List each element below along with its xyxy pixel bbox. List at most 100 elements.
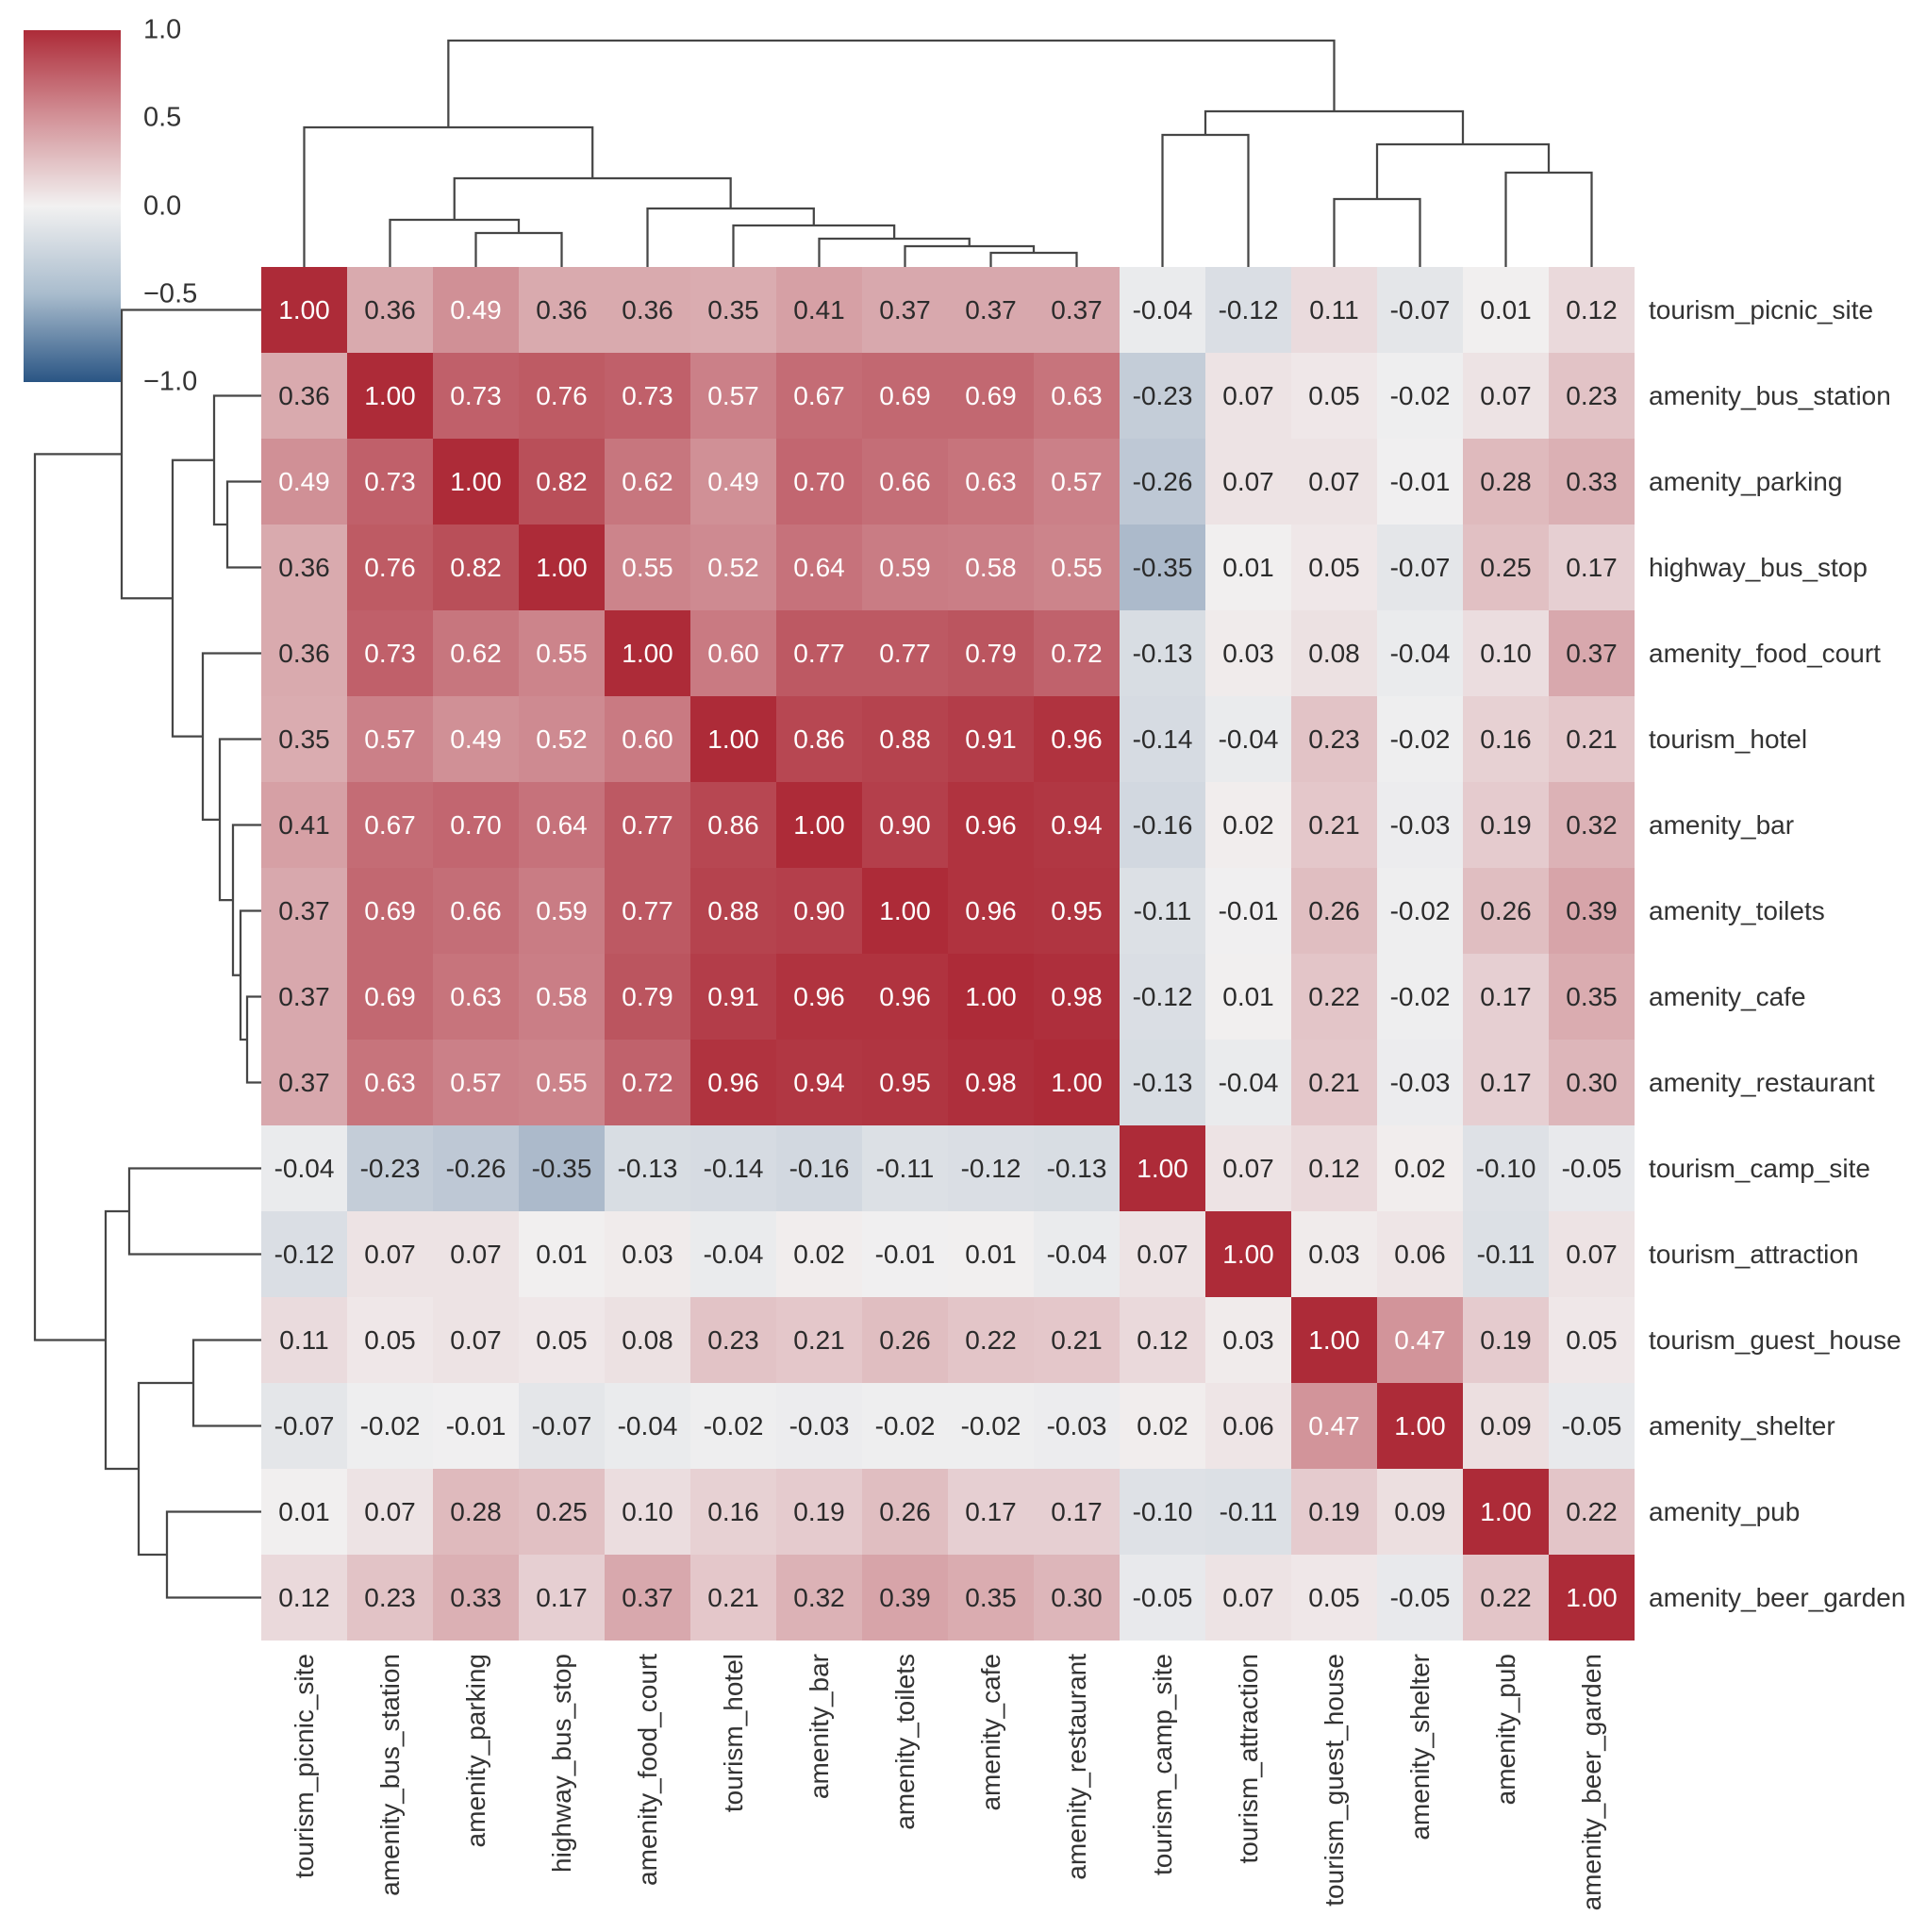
column-label: tourism_hotel (718, 1654, 748, 1813)
heatmap-cell: 0.17 (1034, 1469, 1120, 1555)
heatmap-cell: 0.91 (948, 696, 1034, 782)
heatmap-cell: -0.03 (1034, 1383, 1120, 1469)
heatmap-cell: 0.55 (605, 525, 690, 610)
dendrogram-link (120, 308, 261, 600)
heatmap-cell: 0.96 (862, 954, 948, 1040)
heatmap-cell: 0.09 (1377, 1469, 1463, 1555)
heatmap-cell: 0.57 (1034, 439, 1120, 525)
row-label: tourism_guest_house (1649, 1324, 1901, 1355)
heatmap-cell: 0.05 (1291, 1555, 1377, 1641)
heatmap-cell: 0.64 (776, 525, 862, 610)
heatmap-cell: 0.35 (1549, 954, 1635, 1040)
heatmap-cell: 0.07 (1205, 439, 1291, 525)
heatmap-cell: 0.37 (1549, 610, 1635, 696)
heatmap-cell: 0.07 (1205, 1125, 1291, 1211)
heatmap-cell: 0.07 (347, 1211, 433, 1297)
heatmap-cell: 0.23 (1549, 353, 1635, 439)
heatmap-cell: -0.35 (519, 1125, 605, 1211)
heatmap-cell: 0.49 (433, 696, 519, 782)
heatmap-cell: 0.01 (1463, 267, 1549, 353)
heatmap-cell: -0.14 (1120, 696, 1205, 782)
heatmap-cell: 1.00 (433, 439, 519, 525)
heatmap-cell: 0.26 (1291, 868, 1377, 954)
heatmap-cell: 0.55 (519, 610, 605, 696)
heatmap-cell: -0.07 (261, 1383, 347, 1469)
heatmap-cell: -0.01 (433, 1383, 519, 1469)
row-label: amenity_bus_station (1649, 380, 1891, 410)
heatmap-cell: 0.17 (1463, 1040, 1549, 1125)
heatmap-cell: -0.04 (261, 1125, 347, 1211)
heatmap-cell: 0.17 (948, 1469, 1034, 1555)
heatmap-cell: 0.12 (1291, 1125, 1377, 1211)
dendrogram-link (1204, 109, 1465, 144)
heatmap-cell: 0.05 (1291, 525, 1377, 610)
heatmap-cell: -0.04 (605, 1383, 690, 1469)
heatmap-cell: -0.04 (1034, 1211, 1120, 1297)
dendrogram-link (474, 231, 563, 267)
row-label: highway_bus_stop (1649, 552, 1868, 582)
heatmap-cell: 0.60 (605, 696, 690, 782)
heatmap-cell: 0.32 (776, 1555, 862, 1641)
heatmap-cell: -0.02 (1377, 696, 1463, 782)
heatmap-cell: -0.11 (1120, 868, 1205, 954)
column-label: tourism_picnic_site (289, 1654, 319, 1879)
heatmap-cell: 0.58 (519, 954, 605, 1040)
heatmap-cell: 0.21 (1291, 782, 1377, 868)
heatmap-cell: 0.02 (776, 1211, 862, 1297)
heatmap-cell: 0.58 (948, 525, 1034, 610)
colorbar-tick-label: 0.0 (143, 191, 182, 221)
heatmap-cell: 0.62 (605, 439, 690, 525)
heatmap-cell: -0.23 (347, 1125, 433, 1211)
heatmap-cell: -0.04 (1120, 267, 1205, 353)
heatmap-cell: 0.12 (1120, 1297, 1205, 1383)
heatmap-cell: 0.07 (1291, 439, 1377, 525)
heatmap-cell: 0.35 (261, 696, 347, 782)
heatmap-cell: 1.00 (1463, 1469, 1549, 1555)
heatmap-cell: 0.86 (776, 696, 862, 782)
heatmap-cell: 0.63 (948, 439, 1034, 525)
heatmap-cell: 0.95 (1034, 868, 1120, 954)
heatmap-cell: 1.00 (776, 782, 862, 868)
row-label: tourism_camp_site (1649, 1153, 1870, 1183)
heatmap-cell: 0.02 (1120, 1383, 1205, 1469)
heatmap-cell: 0.01 (261, 1469, 347, 1555)
heatmap-cell: 0.90 (776, 868, 862, 954)
heatmap-cell: 0.23 (690, 1297, 776, 1383)
heatmap-cell: -0.12 (261, 1211, 347, 1297)
heatmap-cell: 0.11 (1291, 267, 1377, 353)
heatmap-cell: -0.12 (1205, 267, 1291, 353)
heatmap-cell: -0.07 (1377, 525, 1463, 610)
heatmap-cell: 0.22 (948, 1297, 1034, 1383)
heatmap-cell: -0.02 (1377, 353, 1463, 439)
heatmap-cell: 0.57 (690, 353, 776, 439)
heatmap-cell: -0.03 (776, 1383, 862, 1469)
heatmap-cell: 0.47 (1291, 1383, 1377, 1469)
heatmap-cell: -0.26 (433, 1125, 519, 1211)
heatmap-cell: 0.79 (948, 610, 1034, 696)
heatmap-cell: -0.05 (1549, 1383, 1635, 1469)
heatmap-cell: 0.94 (1034, 782, 1120, 868)
column-label: amenity_bar (804, 1654, 834, 1800)
column-label: tourism_attraction (1233, 1654, 1263, 1864)
heatmap-cell: 0.03 (1205, 1297, 1291, 1383)
colorbar-gradient (24, 30, 121, 382)
heatmap-cell: 0.17 (1463, 954, 1549, 1040)
heatmap-cell: 0.86 (690, 782, 776, 868)
heatmap-cell: 0.57 (433, 1040, 519, 1125)
heatmap-cell: 0.01 (948, 1211, 1034, 1297)
heatmap-cell: 0.21 (776, 1297, 862, 1383)
heatmap-cell: 0.72 (605, 1040, 690, 1125)
heatmap-cell: 0.37 (948, 267, 1034, 353)
heatmap-cell: 0.64 (519, 782, 605, 868)
heatmap-cell: 0.37 (862, 267, 948, 353)
heatmap-cell: 0.49 (261, 439, 347, 525)
dendrogram-link (33, 453, 122, 1341)
heatmap-cell: 0.36 (605, 267, 690, 353)
heatmap-cell: 0.09 (1463, 1383, 1549, 1469)
heatmap-cell: 0.11 (261, 1297, 347, 1383)
heatmap-cell: 0.55 (1034, 525, 1120, 610)
heatmap-cell: 0.67 (347, 782, 433, 868)
heatmap-cell: 0.01 (1205, 954, 1291, 1040)
dendrogram-link (904, 244, 1036, 267)
heatmap-cell: 0.12 (1549, 267, 1635, 353)
